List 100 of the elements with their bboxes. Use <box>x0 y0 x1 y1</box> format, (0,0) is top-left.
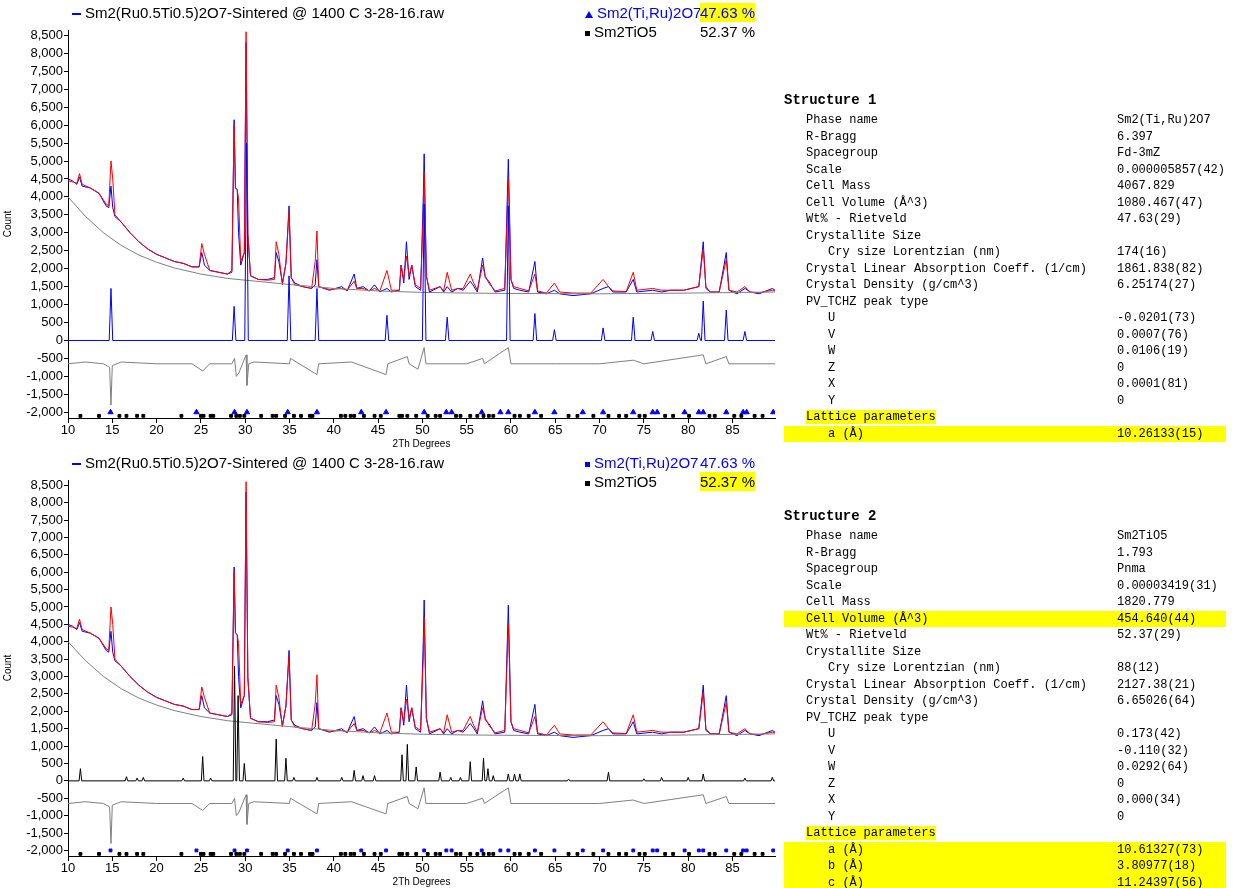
y-tick-label: 8,500 <box>30 26 63 42</box>
text: Structure 1 <box>783 92 878 110</box>
text: 47.63 % <box>700 453 756 472</box>
x-tick-label: 10 <box>60 422 76 438</box>
category-label: R-Bragg <box>806 129 857 144</box>
category-label: Spacegroup <box>806 562 879 576</box>
y-tick-label: 0 <box>55 332 63 348</box>
y-tick-label: 1,500 <box>30 278 63 294</box>
x-tick-label: 85 <box>725 860 740 876</box>
x-tick-label: 60 <box>503 860 519 876</box>
y-axis-title: Count <box>1 654 13 682</box>
category-label: Crystal Density (g/cm^3) <box>806 278 979 292</box>
text: 10.61327(73) <box>1117 842 1204 857</box>
text: -0.110(32) <box>1117 743 1190 758</box>
category-label: Cell Volume (Å^3) <box>806 195 929 210</box>
annotation: 52.37 % <box>700 472 756 491</box>
y-tick-label: 4,500 <box>30 615 63 631</box>
y-tick-label: 5,000 <box>30 598 63 614</box>
text: 0.0106(19) <box>1117 344 1190 358</box>
y-tick-label: 6,000 <box>30 563 63 579</box>
category-label: Cry size Lorentzian (nm) <box>828 245 1001 259</box>
category-label: Crystallite Size <box>806 228 922 243</box>
category-label: Crystal Linear Absorption Coeff. (1/cm) <box>806 677 1087 692</box>
text: 0.000005857(42) <box>1117 162 1226 177</box>
y-tick-label: 500 <box>41 755 63 771</box>
y-tick-label: -1,000 <box>26 367 63 383</box>
text: 1861.838(82) <box>1117 261 1204 276</box>
x-tick-label: 30 <box>237 860 253 876</box>
category-label: Z <box>828 360 836 375</box>
text: 0.0007(76) <box>1117 327 1190 342</box>
category-label: U <box>828 311 836 325</box>
category-label: Crystal Density (g/cm^3) <box>806 694 979 708</box>
x-tick-label: 75 <box>636 860 652 876</box>
text: 0.0292(64) <box>1117 760 1190 774</box>
category-label: b (Å) <box>828 859 865 873</box>
text: 52.37(29) <box>1117 628 1182 642</box>
y-tick-label: 7,500 <box>30 62 63 78</box>
text: Fd-3mZ <box>1117 146 1161 160</box>
text: 174(16) <box>1117 245 1168 259</box>
text: 1.793 <box>1117 545 1154 560</box>
y-tick-label: 7,000 <box>30 80 63 96</box>
y-axis-title: Count <box>1 210 13 238</box>
category-label: Wt% - Rietveld <box>806 212 907 226</box>
y-tick-label: 6,000 <box>30 116 63 132</box>
x-tick-label: 45 <box>370 860 386 876</box>
category-label: Phase name <box>806 113 879 127</box>
category-label: Crystal Linear Absorption Coeff. (1/cm) <box>806 261 1087 276</box>
category-label: c (Å) <box>828 875 865 888</box>
category-label: a (Å) <box>828 426 865 441</box>
text: 1820.779 <box>1117 595 1175 609</box>
category-label: W <box>828 344 836 358</box>
category-label: Lattice parameters <box>806 410 936 424</box>
annotation: 52.37 % <box>700 22 756 41</box>
y-tick-label: 3,000 <box>30 224 63 240</box>
category-label: Z <box>828 776 836 791</box>
y-tick-label: 4,000 <box>30 188 63 204</box>
category-label: Y <box>828 809 836 824</box>
text: 6.65026(64) <box>1117 694 1197 708</box>
x-tick-label: 15 <box>105 422 120 438</box>
category-label: U <box>828 727 836 741</box>
y-tick-label: 4,000 <box>30 633 63 649</box>
text: 47.63 % <box>700 3 756 22</box>
x-tick-label: 20 <box>149 860 164 876</box>
y-tick-label: 0 <box>55 772 63 788</box>
y-tick-label: 5,500 <box>30 134 63 150</box>
category-label: W <box>828 760 836 774</box>
y-tick-label: 1,000 <box>30 296 63 312</box>
y-tick-label: 6,500 <box>30 546 63 562</box>
category-label: Y <box>828 393 836 408</box>
category-label: Cry size Lorentzian (nm) <box>828 661 1001 675</box>
y-tick-label: 6,500 <box>30 98 63 114</box>
category-label: X <box>828 377 836 391</box>
y-tick-label: -1,500 <box>26 824 63 840</box>
category-label: Scale <box>806 578 843 593</box>
text: 454.640(44) <box>1117 611 1197 626</box>
y-tick-label: 5,500 <box>30 581 63 597</box>
y-tick-label: 7,000 <box>30 528 63 544</box>
x-axis-title: 2Th Degrees <box>392 875 451 887</box>
category-label: Scale <box>806 162 843 177</box>
text: 88(12) <box>1117 661 1161 675</box>
category-label: a (Å) <box>828 842 865 857</box>
text: 11.24397(56) <box>1117 875 1204 888</box>
y-tick-label: 1,500 <box>30 720 63 736</box>
text: 0.0001(81) <box>1117 377 1190 391</box>
text: Structure 2 <box>783 508 878 526</box>
x-tick-label: 80 <box>680 860 696 876</box>
category-label: Lattice parameters <box>806 826 936 840</box>
x-tick-label: 75 <box>636 422 652 438</box>
category-label: Cell Mass <box>806 179 871 193</box>
y-tick-label: 3,500 <box>30 206 63 222</box>
x-tick-label: 45 <box>370 422 386 438</box>
x-tick-label: 15 <box>105 860 120 876</box>
y-tick-label: 8,000 <box>30 44 63 60</box>
x-tick-label: 30 <box>237 422 253 438</box>
y-tick-label: 3,500 <box>30 650 63 666</box>
text: 47.63(29) <box>1117 212 1182 226</box>
x-tick-label: 25 <box>193 422 209 438</box>
category-label: PV_TCHZ peak type <box>806 710 929 725</box>
text: 0 <box>1117 393 1125 408</box>
legend-label: Sm2(Ru0.5Ti0.5)2O7-Sintered @ 1400 C 3-28-16.raw <box>85 4 445 21</box>
